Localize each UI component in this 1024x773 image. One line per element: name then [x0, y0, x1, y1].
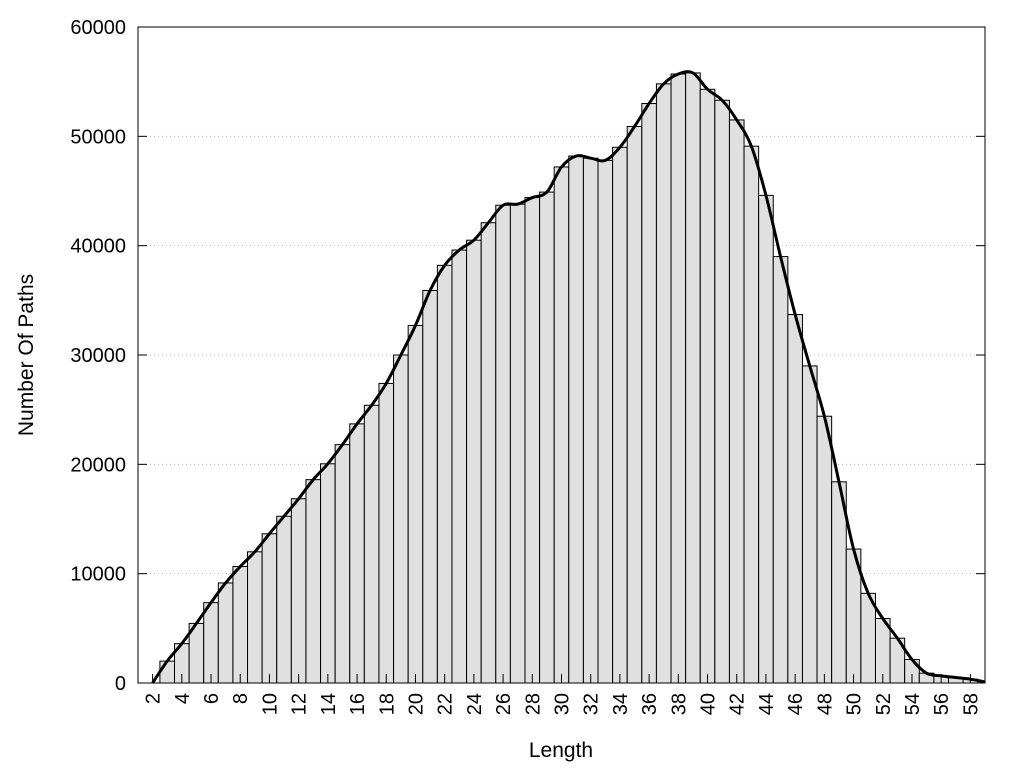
x-tick-label: 30: [552, 693, 574, 715]
bar-33: [597, 159, 614, 684]
bar-10: [261, 533, 278, 684]
x-tick-label: 44: [756, 693, 778, 715]
bar-40: [699, 88, 716, 684]
bar-39: [685, 72, 701, 684]
bars: [159, 72, 979, 684]
bar-14: [320, 463, 336, 684]
bar-36: [641, 103, 657, 684]
bar-41: [714, 99, 730, 684]
x-tick-label: 24: [464, 693, 486, 715]
bar-48: [816, 415, 833, 684]
bar-22: [436, 264, 453, 684]
bar-3: [159, 660, 176, 684]
bar-45: [772, 256, 789, 684]
y-tick-label: 50000: [70, 126, 126, 148]
bar-9: [247, 551, 263, 684]
bar-31: [568, 155, 584, 684]
bar-42: [728, 119, 745, 684]
x-tick-label: 50: [844, 693, 866, 715]
bar-29: [539, 191, 555, 684]
x-tick-label: 52: [873, 693, 895, 715]
y-tick-label: 60000: [70, 17, 126, 39]
x-tick-label: 32: [581, 693, 603, 715]
bar-28: [524, 197, 541, 684]
bar-24: [466, 239, 482, 684]
y-axis-label: Number Of Paths: [15, 274, 38, 436]
smooth-line: [151, 70, 986, 684]
bar-51: [860, 592, 876, 684]
y-axis: 0 10000 20000 30000 40000 50000 60000: [70, 17, 985, 695]
bar-21: [422, 289, 438, 684]
x-tick-label: 42: [727, 693, 749, 715]
y-tick-label: 20000: [70, 454, 126, 476]
x-tick-label: 4: [172, 693, 194, 704]
x-tick-label: 58: [960, 693, 982, 715]
bar-25: [480, 222, 497, 684]
y-tick-label: 30000: [70, 345, 126, 367]
bar-12: [290, 498, 307, 684]
x-tick-label: 6: [201, 693, 223, 704]
bar-38: [670, 73, 687, 684]
y-tick-label: 0: [115, 673, 126, 695]
x-axis: 2 4 6 8 10 12 14 16 18 20 22 24 26 28 30 32 34 36 38 40 42 44…: [143, 674, 982, 715]
x-tick-label: 16: [347, 693, 369, 715]
bar-37: [655, 83, 672, 684]
x-tick-label: 20: [405, 693, 427, 715]
y-tick-label: 10000: [70, 564, 126, 586]
x-tick-label: 8: [230, 693, 252, 704]
bar-6: [203, 602, 219, 684]
x-tick-label: 48: [814, 693, 836, 715]
bar-20: [407, 324, 424, 684]
bar-8: [232, 566, 249, 684]
x-tick-label: 38: [668, 693, 690, 715]
bar-15: [334, 444, 351, 684]
bar-26: [495, 204, 511, 684]
x-tick-label: 28: [522, 693, 544, 715]
bar-30: [553, 166, 570, 684]
bar-11: [276, 515, 292, 684]
bar-34: [612, 146, 628, 684]
x-tick-label: 34: [610, 693, 632, 715]
bar-13: [305, 479, 322, 684]
bar-46: [787, 314, 803, 684]
x-tick-label: 26: [493, 693, 515, 715]
x-tick-label: 10: [259, 693, 281, 715]
bar-23: [451, 249, 468, 684]
x-tick-label: 40: [698, 693, 720, 715]
x-tick-label: 14: [318, 693, 340, 715]
x-tick-label: 36: [639, 693, 661, 715]
bar-35: [626, 125, 643, 684]
bar-16: [349, 423, 365, 684]
bar-27: [509, 203, 526, 684]
bar-32: [582, 157, 599, 684]
bar-17: [363, 404, 380, 684]
x-tick-label: 12: [289, 693, 311, 715]
bar-7: [217, 582, 234, 684]
x-axis-label: Length: [529, 739, 593, 762]
x-tick-label: 56: [931, 693, 953, 715]
bar-44: [758, 194, 774, 684]
bar-18: [378, 382, 395, 684]
x-tick-label: 54: [902, 693, 924, 715]
bar-47: [801, 365, 818, 684]
x-tick-label: 46: [785, 693, 807, 715]
x-tick-label: 22: [435, 693, 457, 715]
y-tick-label: 40000: [70, 236, 126, 258]
bar-43: [743, 145, 760, 684]
x-tick-label: 18: [376, 693, 398, 715]
bar-19: [393, 354, 409, 684]
x-tick-label: 2: [143, 693, 165, 704]
